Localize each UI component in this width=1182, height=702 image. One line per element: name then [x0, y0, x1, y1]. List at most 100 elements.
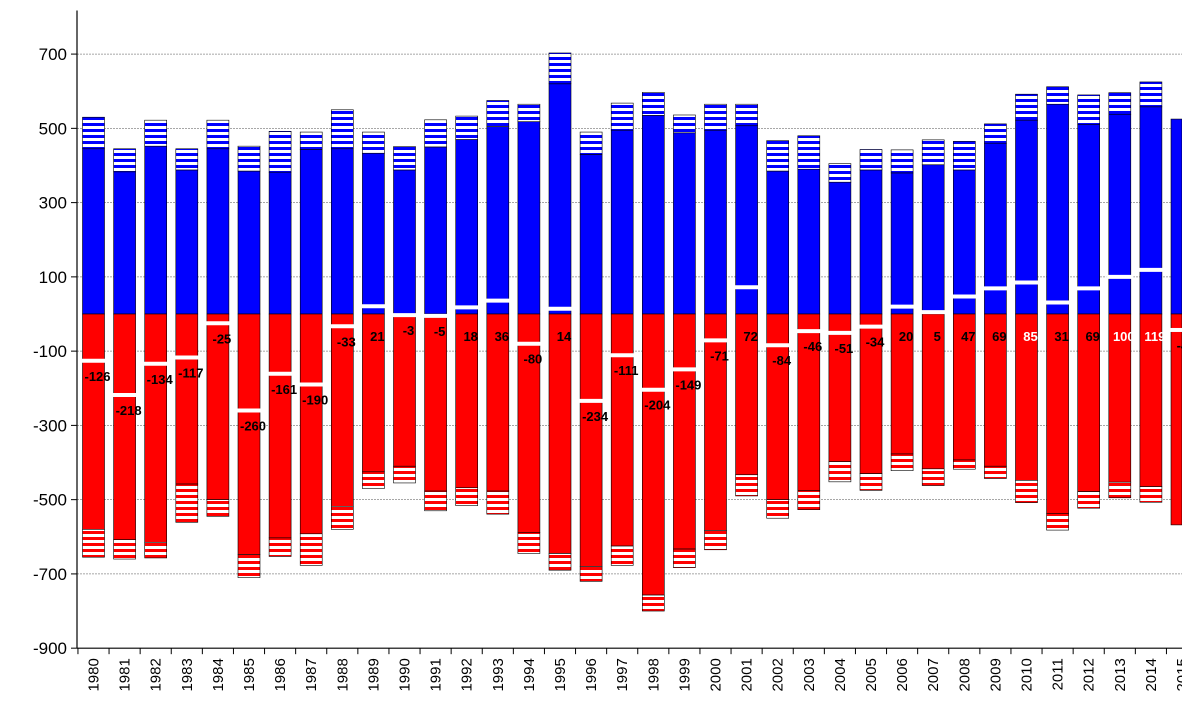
bar-positive-striped	[144, 119, 167, 147]
x-tick-label: 1988	[334, 658, 351, 691]
bar-negative-striped	[673, 548, 696, 568]
net-value-label: -84	[772, 353, 792, 368]
bar-positive-striped	[82, 116, 105, 150]
x-tick-label: 2014	[1143, 658, 1160, 691]
bar-negative-striped	[486, 490, 510, 515]
bar-negative-striped	[393, 465, 416, 484]
x-tick-label: 2004	[832, 658, 849, 691]
bar-positive-striped	[766, 140, 790, 172]
net-value-label: -161	[271, 382, 297, 397]
y-tick-label: -500	[33, 491, 67, 510]
net-value-label: 100	[1113, 329, 1135, 344]
bar-positive-solid	[1170, 118, 1182, 315]
bar-negative-striped	[984, 465, 1007, 479]
x-tick-label: 1992	[459, 658, 476, 691]
x-tick-label: 1997	[614, 658, 631, 691]
net-value-label: -126	[84, 369, 110, 384]
bar-positive-striped	[828, 163, 852, 183]
bar-positive-striped	[1139, 81, 1163, 108]
bar-negative-solid	[113, 313, 136, 540]
bar-negative-solid	[673, 313, 696, 550]
bar-positive-solid	[1015, 119, 1038, 315]
bar-positive-solid	[237, 170, 261, 315]
net-value-label: -46	[803, 339, 822, 354]
bar-positive-striped	[641, 92, 665, 116]
bar-positive-solid	[579, 154, 603, 315]
x-tick-label: 2012	[1081, 658, 1098, 691]
bar-negative-solid	[237, 313, 261, 555]
bar-negative-striped	[610, 545, 634, 566]
bar-negative-striped	[766, 499, 790, 519]
net-value-label: 36	[495, 329, 509, 344]
x-tick-label: 2015	[1174, 658, 1182, 691]
bar-negative-solid	[175, 313, 199, 485]
x-tick-label: 2008	[956, 658, 973, 691]
x-tick-label: 2006	[894, 658, 911, 691]
bar-negative-solid	[828, 313, 852, 462]
bar-positive-striped	[548, 52, 572, 85]
bar-positive-striped	[299, 131, 323, 150]
x-tick-label: 1982	[148, 658, 165, 691]
bar-negative-striped	[828, 461, 852, 483]
bar-positive-striped	[859, 149, 883, 171]
x-tick-label: 2001	[739, 658, 756, 691]
bar-positive-striped	[797, 135, 821, 170]
x-tick-label: 1983	[179, 658, 196, 691]
bar-negative-striped	[1108, 481, 1132, 499]
bar-positive-striped	[175, 148, 199, 171]
net-value-label: -80	[524, 352, 543, 367]
net-value-label: 69	[992, 329, 1006, 344]
bar-positive-solid	[393, 169, 416, 315]
x-tick-label: 1989	[365, 658, 382, 691]
bar-positive-solid	[362, 152, 385, 315]
x-tick-label: 2007	[925, 658, 942, 691]
bar-negative-solid	[641, 313, 665, 596]
x-tick-label: 2000	[708, 658, 725, 691]
bar-positive-solid	[268, 171, 292, 315]
bar-positive-striped	[610, 102, 634, 131]
bar-positive-solid	[828, 181, 852, 315]
bar-negative-striped	[1046, 513, 1069, 531]
bar-positive-solid	[766, 170, 790, 315]
bar-positive-striped	[268, 131, 292, 173]
x-tick-label: 1987	[303, 658, 320, 691]
bar-negative-striped	[268, 537, 292, 557]
bar-positive-striped	[952, 141, 976, 171]
bar-positive-striped	[579, 131, 603, 155]
x-tick-label: 1985	[241, 658, 258, 691]
bar-positive-striped	[921, 139, 945, 166]
bar-negative-striped	[362, 471, 385, 489]
net-value-label: 47	[961, 329, 975, 344]
x-tick-label: 2011	[1050, 658, 1067, 690]
net-value-label: -204	[644, 398, 671, 413]
bar-positive-striped	[330, 109, 354, 150]
net-value-label: 21	[370, 329, 384, 344]
bar-positive-striped	[890, 149, 914, 174]
x-tick-label: 1996	[583, 658, 600, 691]
bar-positive-solid	[175, 169, 199, 315]
bar-positive-solid	[144, 145, 167, 315]
x-axis-tick-labels: 1980 1981 1982 1983 1984 1985 1986 1987 1988 1989…	[86, 658, 1182, 691]
bar-positive-striped	[673, 114, 696, 134]
bar-positive-striped	[455, 115, 479, 140]
net-value-label: 14	[557, 329, 572, 344]
bar-positive-solid	[921, 164, 945, 315]
bar-positive-solid	[952, 169, 976, 315]
x-tick-label: 1994	[521, 658, 538, 691]
bar-positive-solid	[1077, 124, 1100, 315]
x-tick-label: 2003	[801, 658, 818, 691]
bar-negative-striped	[237, 554, 261, 578]
bar-positive-striped	[237, 145, 261, 172]
bar-negative-striped	[82, 529, 105, 558]
y-tick-label: 100	[39, 268, 67, 287]
bar-negative-striped	[579, 566, 603, 582]
net-value-label: -149	[675, 377, 701, 392]
bar-negative-striped	[641, 594, 665, 612]
bar-positive-striped	[424, 119, 447, 148]
bar-negative-solid	[144, 313, 167, 543]
bar-positive-solid	[548, 83, 572, 315]
bar-negative-striped	[175, 483, 199, 523]
bar-positive-striped	[1015, 93, 1038, 121]
bar-negative-striped	[424, 490, 447, 512]
bar-positive-solid	[1046, 103, 1069, 315]
